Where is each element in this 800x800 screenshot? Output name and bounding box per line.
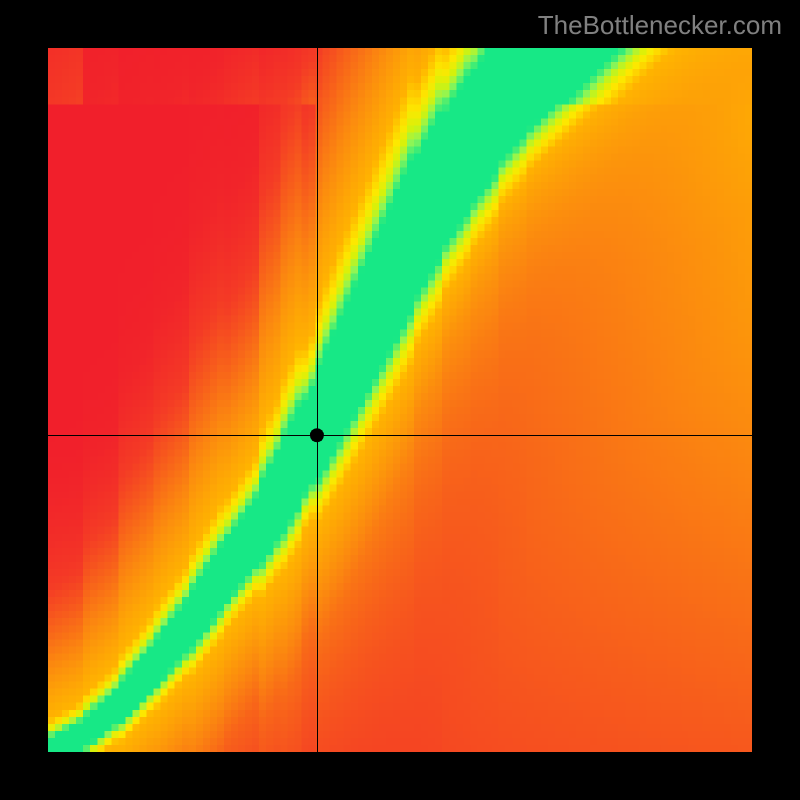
crosshair-overlay bbox=[48, 48, 752, 752]
watermark-text: TheBottlenecker.com bbox=[538, 10, 782, 41]
chart-container: { "watermark": { "text": "TheBottlenecke… bbox=[0, 0, 800, 800]
